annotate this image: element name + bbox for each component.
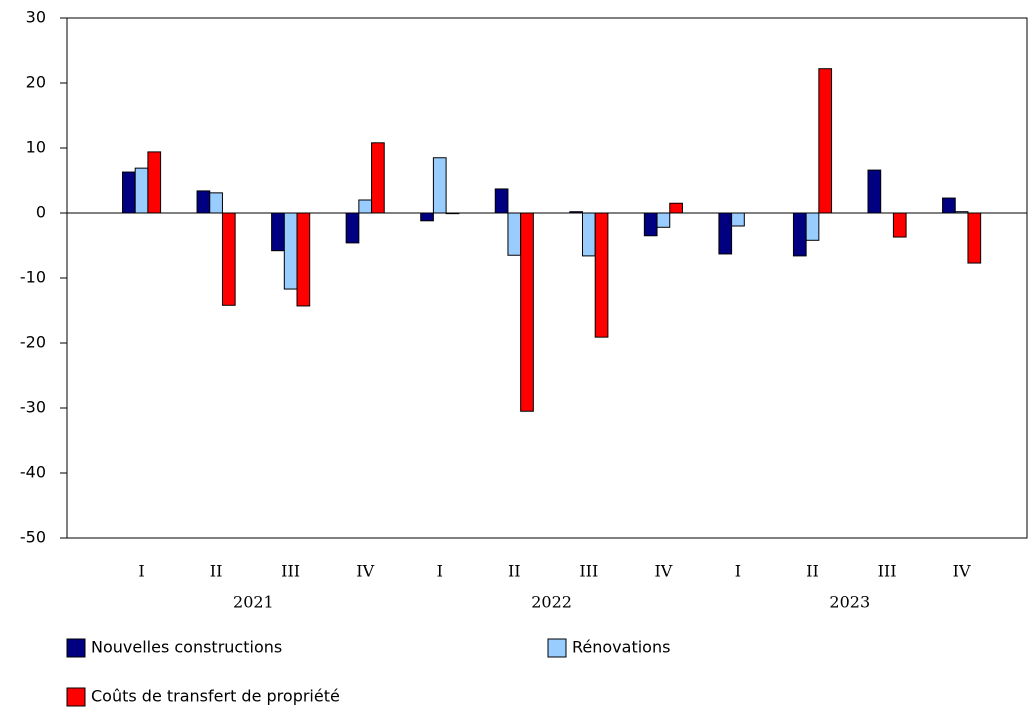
y-tick-label: 30 — [26, 8, 46, 27]
bar — [371, 142, 385, 214]
bar — [867, 169, 882, 214]
x-tick-label: II — [508, 562, 521, 581]
bar — [967, 212, 982, 264]
bar — [122, 171, 136, 214]
x-tick-label: IV — [654, 562, 672, 581]
y-tick-label: -30 — [20, 398, 46, 417]
y-tick-label: 10 — [26, 138, 46, 157]
bar — [134, 167, 149, 214]
year-label: 2022 — [531, 593, 572, 612]
bar — [507, 212, 522, 256]
bar — [718, 212, 733, 255]
bar — [669, 202, 683, 214]
x-tick-label: III — [878, 562, 897, 581]
bar — [432, 157, 447, 214]
y-tick-label: -20 — [20, 333, 46, 352]
bar — [196, 190, 211, 214]
x-tick-label: I — [437, 562, 443, 581]
bar — [147, 151, 162, 214]
bar — [582, 212, 596, 257]
bar — [656, 212, 671, 228]
x-tick-label: I — [735, 562, 741, 581]
bar — [420, 212, 434, 222]
legend-label: Nouvelles constructions — [91, 638, 282, 657]
bar — [818, 68, 833, 214]
bar — [892, 212, 907, 238]
y-tick-label: -10 — [20, 268, 46, 287]
bar — [731, 212, 745, 227]
bar — [594, 212, 609, 338]
bar — [221, 212, 236, 306]
x-tick-label: III — [579, 562, 598, 581]
legend-label: Coûts de transfert de propriété — [91, 687, 340, 706]
x-tick-label: I — [138, 562, 144, 581]
bar — [358, 199, 373, 214]
y-tick-label: -40 — [20, 463, 46, 482]
year-label: 2023 — [829, 593, 870, 612]
bar — [271, 212, 285, 252]
bar — [643, 212, 658, 237]
x-tick-label: II — [210, 562, 223, 581]
x-tick-label: IV — [953, 562, 971, 581]
bar — [805, 212, 820, 241]
bar — [283, 212, 298, 290]
x-tick-label: II — [806, 562, 819, 581]
bar — [792, 212, 807, 257]
x-tick-label: III — [281, 562, 300, 581]
legend-swatch — [547, 638, 567, 658]
bar — [296, 212, 311, 307]
bar — [520, 212, 534, 412]
bar — [942, 197, 956, 214]
bar — [345, 212, 360, 244]
legend-swatch — [66, 687, 86, 707]
plot-frame — [66, 17, 1028, 539]
y-tick-label: 0 — [36, 203, 46, 222]
year-label: 2021 — [233, 593, 274, 612]
legend-swatch — [66, 638, 86, 658]
legend-label: Rénovations — [572, 638, 670, 657]
bar — [494, 188, 509, 214]
y-tick-label: 20 — [26, 73, 46, 92]
y-tick-label: -50 — [20, 528, 46, 547]
bar — [209, 192, 223, 214]
x-tick-label: IV — [356, 562, 374, 581]
